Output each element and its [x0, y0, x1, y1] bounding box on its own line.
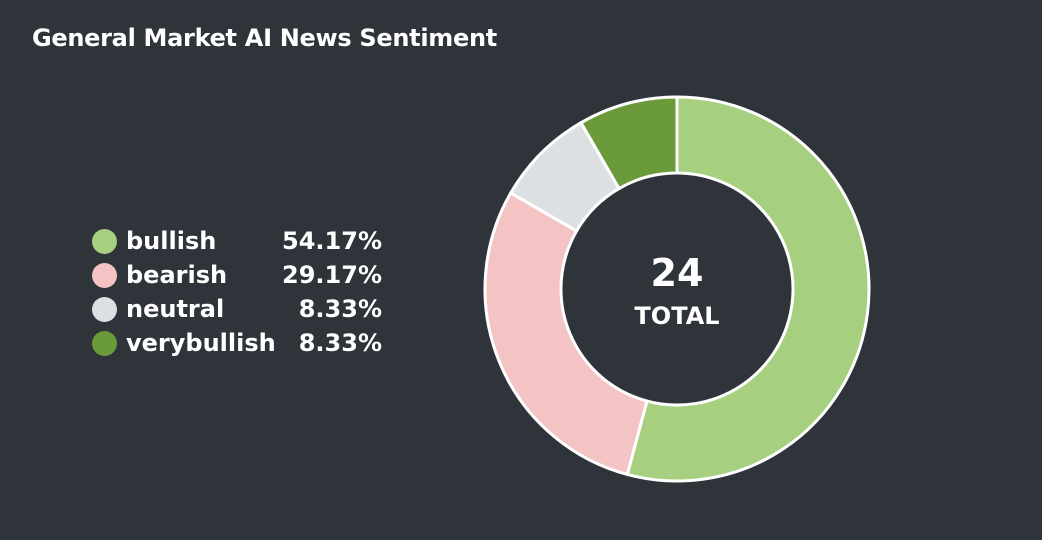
legend-item-bearish[interactable]: bearish 29.17% — [92, 258, 382, 292]
legend-swatch-verybullish — [92, 330, 117, 356]
legend-value: 29.17% — [282, 261, 382, 289]
legend-label: bearish — [126, 261, 228, 289]
legend: bullish 54.17% bearish 29.17% neutral 8.… — [92, 224, 382, 360]
legend-item-verybullish[interactable]: verybullish 8.33% — [92, 326, 382, 360]
legend-item-neutral[interactable]: neutral 8.33% — [92, 292, 382, 326]
total-value: 24 — [651, 251, 704, 295]
slice-bearish[interactable] — [483, 190, 649, 477]
legend-item-bullish[interactable]: bullish 54.17% — [92, 224, 382, 258]
legend-swatch-bullish — [92, 228, 117, 254]
donut-chart: 24 TOTAL — [476, 88, 876, 488]
legend-value: 8.33% — [298, 329, 382, 357]
slice-bullish[interactable] — [625, 95, 871, 483]
total-label: TOTAL — [634, 302, 719, 330]
legend-value: 8.33% — [298, 295, 382, 323]
legend-swatch-bearish — [92, 262, 117, 288]
chart-title: General Market AI News Sentiment — [32, 24, 497, 52]
legend-label: neutral — [126, 295, 225, 323]
legend-value: 54.17% — [282, 227, 382, 255]
slice-verybullish[interactable] — [578, 95, 679, 191]
legend-label: bullish — [126, 227, 217, 255]
legend-label: verybullish — [126, 329, 276, 357]
donut-slices — [483, 95, 871, 483]
donut-svg: 24 TOTAL — [483, 95, 871, 483]
legend-swatch-neutral — [92, 296, 117, 322]
